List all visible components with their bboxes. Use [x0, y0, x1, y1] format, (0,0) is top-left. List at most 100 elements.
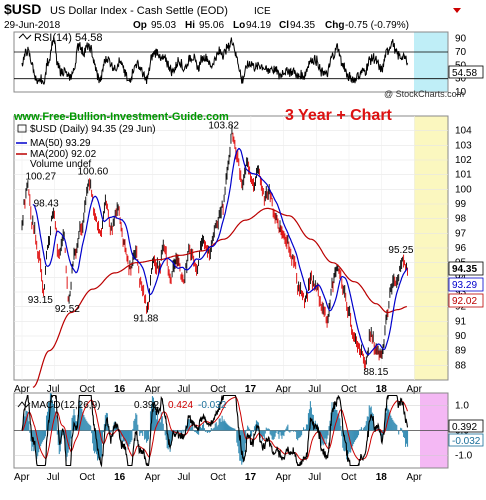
undefined-tick-label: Jul [47, 472, 60, 483]
macd-legend-signal: 0.424 [168, 400, 193, 411]
open-label: Op [133, 20, 147, 31]
undefined-tick-label: 17 [245, 472, 257, 483]
undefined-tick-label: Apr [145, 384, 161, 395]
undefined-tick-label: Jul [178, 384, 191, 395]
price-legend-icon [17, 124, 27, 133]
macd-tick-label: 1.0 [455, 401, 469, 412]
high-value: 95.06 [199, 20, 224, 31]
price-annotation-label: 95.25 [388, 245, 413, 256]
price-tick-label: 103 [455, 140, 472, 151]
undefined-tick-label: Jul [47, 384, 60, 395]
ma200-line [32, 207, 407, 388]
macd-legend: MACD(12,26,9) 0.392 0.424 -0.032 [17, 400, 227, 411]
price-annotation-label: 100.27 [25, 171, 56, 182]
macd-tick-label: -1.0 [455, 451, 473, 462]
price-grid [14, 116, 448, 380]
macd-last-label: 0.392 [452, 422, 477, 433]
high-label: Hi [185, 20, 195, 31]
rsi-grid [14, 51, 448, 80]
close-value: 94.35 [290, 20, 315, 31]
price-tick-label: 88 [455, 360, 467, 371]
undefined-tick-label: 17 [245, 384, 257, 395]
rsi-tick-label: 10 [455, 87, 467, 98]
price-tick-label: 99 [455, 199, 467, 210]
macd-legend-icon [17, 401, 31, 408]
last-ma50-box [448, 277, 484, 292]
price-annotation-label: 92.52 [55, 304, 80, 315]
price-annotation-label: 91.88 [133, 313, 158, 324]
price-last-labels: 94.35 93.29 92.02 [448, 261, 484, 308]
undefined-tick-label: Jul [308, 384, 321, 395]
price-tick-label: 93 [455, 287, 467, 298]
macd-panel: MACD(12,26,9) 0.392 0.424 -0.032 1.00.0-… [13, 392, 484, 469]
price-tick-label: 104 [455, 126, 472, 137]
undefined-tick-label: Oct [341, 384, 357, 395]
rsi-last-value-box [448, 65, 484, 79]
price-annotation-label: 103.82 [208, 120, 239, 131]
undefined-tick-label: Apr [406, 384, 422, 395]
chart-banner: 3 Year + Chart [285, 107, 393, 124]
price-tick-label: 96 [455, 243, 467, 254]
price-tick-label: 100 [455, 184, 472, 195]
low-value: 94.19 [246, 20, 271, 31]
undefined-tick-label: Oct [79, 384, 95, 395]
rsi-panel: RSI(14) 54.58 9070503010 54.58 [13, 31, 484, 98]
last-price-label: 94.35 [452, 264, 477, 275]
change-value: -0.75 (-0.79%) [345, 20, 409, 31]
chart-date: 29-Jun-2018 [4, 20, 61, 31]
rsi-highlight-region [414, 32, 448, 92]
last-ma50-label: 93.29 [452, 280, 477, 291]
price-legend-text: $USD (Daily) 94.35 (29 Jun) [30, 124, 156, 135]
price-tick-label: 91 [455, 316, 467, 327]
macd-signal-line [21, 396, 408, 461]
price-annotation-label: 93.15 [28, 295, 53, 306]
ma50-line [32, 147, 408, 356]
rsi-last-value: 54.58 [452, 68, 477, 79]
macd-line [21, 394, 409, 468]
undefined-tick-label: Apr [145, 472, 161, 483]
undefined-tick-label: Oct [79, 472, 95, 483]
price-tick-label: 97 [455, 228, 467, 239]
undefined-tick-label: Oct [210, 384, 226, 395]
price-tick-label: 101 [455, 170, 472, 181]
price-tick-label: 102 [455, 155, 472, 166]
macd-x-axis: Apr Jul Oct 16 Apr Jul Oct 17 Apr Jul Oct 18 Apr [14, 472, 423, 483]
last-ma200-box [448, 293, 484, 308]
undefined-tick-label: Apr [406, 472, 422, 483]
undefined-tick-label: 18 [376, 472, 388, 483]
undefined-tick-label: 16 [114, 384, 126, 395]
rsi-tick-label: 70 [455, 47, 467, 58]
macd-legend-name: MACD(12,26,9) [31, 400, 100, 411]
ma200-legend-text: MA(200) 92.02 [30, 149, 97, 160]
macd-last-box [448, 419, 484, 433]
menu-arrow-icon[interactable] [453, 8, 461, 13]
undefined-tick-label: 18 [376, 384, 388, 395]
price-tick-label: 89 [455, 346, 467, 357]
last-ma200-label: 92.02 [452, 296, 477, 307]
macd-legend-hist: -0.032 [198, 400, 227, 411]
chart-instrument-name: US Dollar Index - Cash Settle (EOD) [50, 5, 228, 17]
rsi-legend-text: RSI(14) 54.58 [34, 32, 102, 44]
undefined-tick-label: 16 [114, 472, 126, 483]
undefined-tick-label: Jul [308, 472, 321, 483]
volume-legend-text: Volume undef [30, 159, 91, 170]
macd-hist-last-label: -0.032 [452, 436, 481, 447]
undefined-tick-label: Oct [341, 472, 357, 483]
price-tick-label: 98 [455, 214, 467, 225]
open-value: 95.03 [151, 20, 176, 31]
price-legend: $USD (Daily) 94.35 (29 Jun) MA(50) 93.29… [16, 124, 156, 170]
price-bars [21, 124, 408, 370]
ma50-legend-text: MA(50) 93.29 [30, 138, 91, 149]
watermark: @ StockCharts.com [384, 89, 464, 99]
low-label: Lo [233, 20, 245, 31]
change-label: Chg [325, 20, 344, 31]
price-annotation-label: 88.15 [363, 367, 388, 378]
website-annotation: www.Free-Bullion-Investment-Guide.com [13, 111, 229, 123]
price-panel: www.Free-Bullion-Investment-Guide.com 3 … [13, 107, 484, 388]
macd-hist-last-box [448, 433, 484, 447]
macd-legend-macd: 0.392 [134, 400, 159, 411]
price-tick-label: 90 [455, 331, 467, 342]
chart-symbol: $USD [4, 1, 41, 17]
undefined-tick-label: Apr [276, 472, 292, 483]
